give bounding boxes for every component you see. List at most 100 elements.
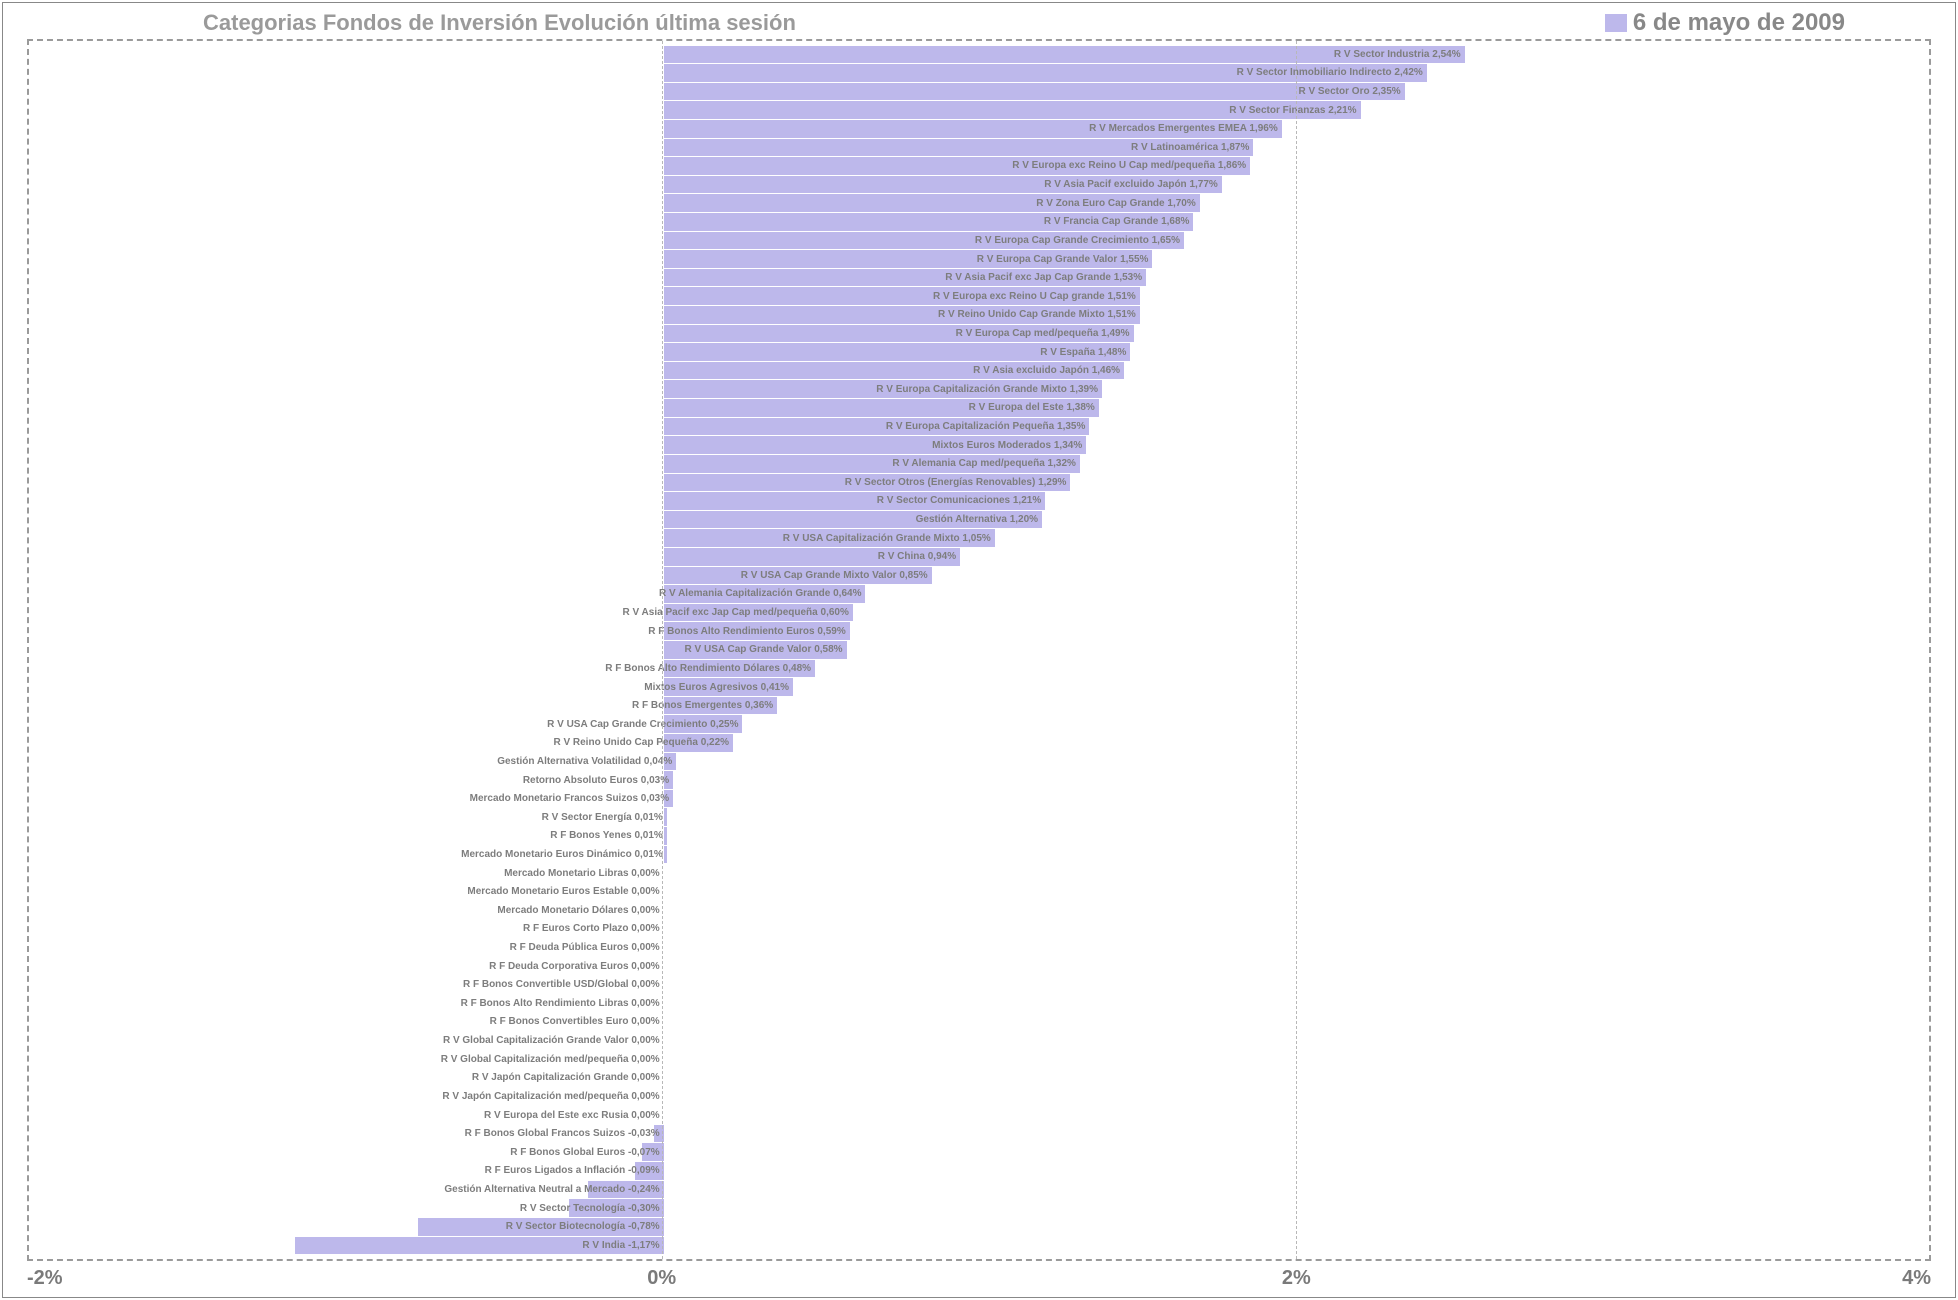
bar-label: R F Bonos Convertible USD/Global 0,00% <box>33 975 664 994</box>
bar-label: R F Bonos Global Francos Suizos -0,03% <box>33 1124 664 1143</box>
bar-label: R V Sector Inmobiliario Indirecto 2,42% <box>33 64 1427 83</box>
bar-label: Mercado Monetario Euros Estable 0,00% <box>33 882 664 901</box>
bar-row: R V Europa Cap med/pequeña 1,49% <box>33 324 1925 343</box>
bar-row: Mixtos Euros Moderados 1,34% <box>33 436 1925 455</box>
bar-label: R V USA Capitalización Grande Mixto 1,05… <box>33 529 995 548</box>
bar-row: R V Japón Capitalización med/pequeña 0,0… <box>33 1087 1925 1106</box>
bar-row: R V Reino Unido Cap Grande Mixto 1,51% <box>33 306 1925 325</box>
bar-row: R F Bonos Alto Rendimiento Libras 0,00% <box>33 994 1925 1013</box>
bar-row: R V Alemania Cap med/pequeña 1,32% <box>33 454 1925 473</box>
bar-row: R V Mercados Emergentes EMEA 1,96% <box>33 119 1925 138</box>
bar-label: Gestión Alternativa Volatilidad 0,04% <box>33 752 676 771</box>
bar-row: R V Reino Unido Cap Pequeña 0,22% <box>33 734 1925 753</box>
bar-label: R F Bonos Emergentes 0,36% <box>33 696 777 715</box>
bar-row: R V USA Cap Grande Crecimiento 0,25% <box>33 715 1925 734</box>
bar-label: R V Sector Finanzas 2,21% <box>33 101 1361 120</box>
bar-label: R V Reino Unido Cap Grande Mixto 1,51% <box>33 306 1140 325</box>
bar-label: R F Bonos Alto Rendimiento Libras 0,00% <box>33 994 664 1013</box>
bar-row: R V Asia Pacif excluido Japón 1,77% <box>33 175 1925 194</box>
bar-row: R F Bonos Emergentes 0,36% <box>33 696 1925 715</box>
bar-row: R F Bonos Alto Rendimiento Dólares 0,48% <box>33 659 1925 678</box>
bar-label: Mercado Monetario Libras 0,00% <box>33 864 664 883</box>
bar-label: R V Alemania Capitalización Grande 0,64% <box>33 585 865 604</box>
bar-label: Mixtos Euros Moderados 1,34% <box>33 436 1086 455</box>
bar-label: R F Euros Ligados a Inflación -0,09% <box>33 1162 664 1181</box>
bar-row: Gestión Alternativa Neutral a Mercado -0… <box>33 1180 1925 1199</box>
bar-label: R V Japón Capitalización med/pequeña 0,0… <box>33 1087 664 1106</box>
bar-row: R V Japón Capitalización Grande 0,00% <box>33 1069 1925 1088</box>
bar-label: R V Europa Cap Grande Crecimiento 1,65% <box>33 231 1184 250</box>
bar-label: R F Bonos Yenes 0,01% <box>33 827 667 846</box>
bar-row: R V Sector Comunicaciones 1,21% <box>33 492 1925 511</box>
bar-label: R V Asia excluido Japón 1,46% <box>33 361 1124 380</box>
bar-row: R V Asia Pacif exc Jap Cap med/pequeña 0… <box>33 603 1925 622</box>
x-axis: -2%0%2%4% <box>27 1267 1931 1291</box>
bar-row: Mercado Monetario Francos Suizos 0,03% <box>33 789 1925 808</box>
bar-label: R V India -1,17% <box>33 1236 664 1255</box>
bar-row: R V Europa Cap Grande Valor 1,55% <box>33 250 1925 269</box>
chart-title: Categorias Fondos de Inversión Evolución… <box>203 10 796 36</box>
bar-row: R F Deuda Corporativa Euros 0,00% <box>33 957 1925 976</box>
bar-label: R V Global Capitalización Grande Valor 0… <box>33 1031 664 1050</box>
title-row: Categorias Fondos de Inversión Evolución… <box>3 9 1955 37</box>
bar-label: R V Mercados Emergentes EMEA 1,96% <box>33 119 1282 138</box>
bar-label: R V Europa Cap Grande Valor 1,55% <box>33 250 1152 269</box>
bar-label: R V Sector Biotecnología -0,78% <box>33 1217 664 1236</box>
bar-label: R V Europa Cap med/pequeña 1,49% <box>33 324 1134 343</box>
bar-row: R V Global Capitalización med/pequeña 0,… <box>33 1050 1925 1069</box>
bar-row: Retorno Absoluto Euros 0,03% <box>33 771 1925 790</box>
bar-label: R V Sector Energía 0,01% <box>33 808 667 827</box>
bar-row: R V USA Cap Grande Mixto Valor 0,85% <box>33 566 1925 585</box>
bar-row: R V Sector Otros (Energías Renovables) 1… <box>33 473 1925 492</box>
bar-label: R F Bonos Convertibles Euro 0,00% <box>33 1013 664 1032</box>
bar-row: R F Bonos Global Euros -0,07% <box>33 1143 1925 1162</box>
bar-row: R V Francia Cap Grande 1,68% <box>33 212 1925 231</box>
bar-label: R F Bonos Global Euros -0,07% <box>33 1143 664 1162</box>
bar-row: R V Europa Capitalización Grande Mixto 1… <box>33 380 1925 399</box>
bar-label: R V Zona Euro Cap Grande 1,70% <box>33 194 1200 213</box>
bar-label: Mercado Monetario Dólares 0,00% <box>33 901 664 920</box>
bar-label: R F Bonos Alto Rendimiento Euros 0,59% <box>33 622 850 641</box>
bar-row: R V Latinoamérica 1,87% <box>33 138 1925 157</box>
bar-row: R V España 1,48% <box>33 343 1925 362</box>
axis-tick: 4% <box>1902 1267 1931 1290</box>
bar-label: Mercado Monetario Francos Suizos 0,03% <box>33 789 673 808</box>
bar-row: R F Bonos Global Francos Suizos -0,03% <box>33 1124 1925 1143</box>
bar-label: R F Deuda Pública Euros 0,00% <box>33 938 664 957</box>
bar-row: R F Bonos Alto Rendimiento Euros 0,59% <box>33 622 1925 641</box>
bar-row: R V Sector Energía 0,01% <box>33 808 1925 827</box>
bar-row: R V Europa del Este exc Rusia 0,00% <box>33 1106 1925 1125</box>
bar-row: Mercado Monetario Euros Dinámico 0,01% <box>33 845 1925 864</box>
bar-label: R V Sector Oro 2,35% <box>33 82 1405 101</box>
bar-label: Gestión Alternativa Neutral a Mercado -0… <box>33 1180 664 1199</box>
bar-row: R V Sector Inmobiliario Indirecto 2,42% <box>33 64 1925 83</box>
bar-label: R V Europa del Este exc Rusia 0,00% <box>33 1106 664 1125</box>
bar-row: Gestión Alternativa Volatilidad 0,04% <box>33 752 1925 771</box>
bar-row: R F Bonos Yenes 0,01% <box>33 827 1925 846</box>
bar-row: R V India -1,17% <box>33 1236 1925 1255</box>
bar-label: R F Euros Corto Plazo 0,00% <box>33 920 664 939</box>
bar-row: R V Asia excluido Japón 1,46% <box>33 361 1925 380</box>
bar-row: Mercado Monetario Dólares 0,00% <box>33 901 1925 920</box>
bar-row: R V Sector Tecnología -0,30% <box>33 1199 1925 1218</box>
chart-date: 6 de mayo de 2009 <box>1633 9 1845 37</box>
bar-label: R V Sector Tecnología -0,30% <box>33 1199 664 1218</box>
bar-row: R V Zona Euro Cap Grande 1,70% <box>33 194 1925 213</box>
bar-label: R V Europa Capitalización Grande Mixto 1… <box>33 380 1102 399</box>
bar-label: R V China 0,94% <box>33 547 960 566</box>
bar-label: R V Europa exc Reino U Cap grande 1,51% <box>33 287 1140 306</box>
bar-row: R V Asia Pacif exc Jap Cap Grande 1,53% <box>33 268 1925 287</box>
bar-row: R V Europa del Este 1,38% <box>33 399 1925 418</box>
bar-label: R V Asia Pacif exc Jap Cap Grande 1,53% <box>33 268 1146 287</box>
bar-label: R V España 1,48% <box>33 343 1130 362</box>
bar-label: R V Japón Capitalización Grande 0,00% <box>33 1069 664 1088</box>
bar-row: R V Sector Finanzas 2,21% <box>33 101 1925 120</box>
bar-label: R V Reino Unido Cap Pequeña 0,22% <box>33 734 733 753</box>
bar-row: R V Alemania Capitalización Grande 0,64% <box>33 585 1925 604</box>
bar-label: R V Global Capitalización med/pequeña 0,… <box>33 1050 664 1069</box>
gridline <box>662 41 663 1259</box>
bar-label: R V Sector Comunicaciones 1,21% <box>33 492 1045 511</box>
axis-tick: -2% <box>27 1267 63 1290</box>
bar-row: Gestión Alternativa 1,20% <box>33 510 1925 529</box>
bars-container: R V Sector Industria 2,54%R V Sector Inm… <box>33 45 1925 1255</box>
